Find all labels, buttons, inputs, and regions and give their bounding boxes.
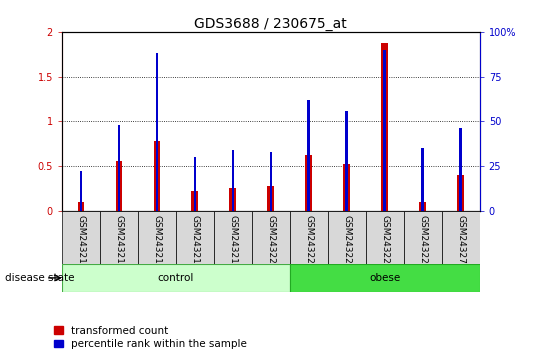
Bar (115, 161, 122, 211)
Text: GSM243225: GSM243225 (305, 215, 313, 269)
Bar (267, 187, 274, 211)
Bar (100, 211, 138, 264)
Bar (290, 211, 328, 264)
Bar (78, 202, 85, 211)
Text: GSM243228: GSM243228 (418, 215, 427, 269)
Bar (252, 211, 290, 264)
Bar (442, 211, 480, 264)
Bar (328, 211, 366, 264)
Bar (404, 211, 442, 264)
Bar (306, 155, 312, 211)
Bar (230, 188, 236, 211)
Bar (382, 42, 388, 211)
Text: GSM243216: GSM243216 (114, 215, 123, 269)
Bar (421, 148, 424, 211)
Bar (290, 264, 480, 292)
Text: disease state: disease state (5, 273, 75, 283)
Bar (383, 50, 386, 211)
Bar (343, 164, 350, 211)
Text: obese: obese (369, 273, 400, 283)
Bar (176, 211, 214, 264)
Bar (459, 129, 462, 211)
Bar (62, 264, 290, 292)
Bar (62, 211, 100, 264)
Text: GSM243215: GSM243215 (77, 215, 86, 269)
Text: GSM243275: GSM243275 (456, 215, 465, 269)
Bar (457, 175, 464, 211)
Text: GSM243227: GSM243227 (381, 215, 389, 269)
Bar (154, 141, 160, 211)
Text: control: control (158, 273, 194, 283)
Title: GDS3688 / 230675_at: GDS3688 / 230675_at (195, 17, 347, 31)
Bar (138, 211, 176, 264)
Bar (345, 110, 348, 211)
Bar (118, 125, 120, 211)
Bar (194, 157, 196, 211)
Text: GSM243226: GSM243226 (342, 215, 351, 269)
Bar (232, 150, 234, 211)
Bar (156, 53, 158, 211)
Text: GSM243218: GSM243218 (190, 215, 199, 269)
Bar (191, 191, 198, 211)
Bar (307, 100, 310, 211)
Bar (419, 202, 426, 211)
Bar (80, 171, 82, 211)
Legend: transformed count, percentile rank within the sample: transformed count, percentile rank withi… (54, 326, 247, 349)
Text: GSM243220: GSM243220 (266, 215, 275, 269)
Text: GSM243219: GSM243219 (229, 215, 237, 269)
Bar (366, 211, 404, 264)
Bar (214, 211, 252, 264)
Bar (270, 152, 272, 211)
Text: GSM243217: GSM243217 (153, 215, 161, 269)
